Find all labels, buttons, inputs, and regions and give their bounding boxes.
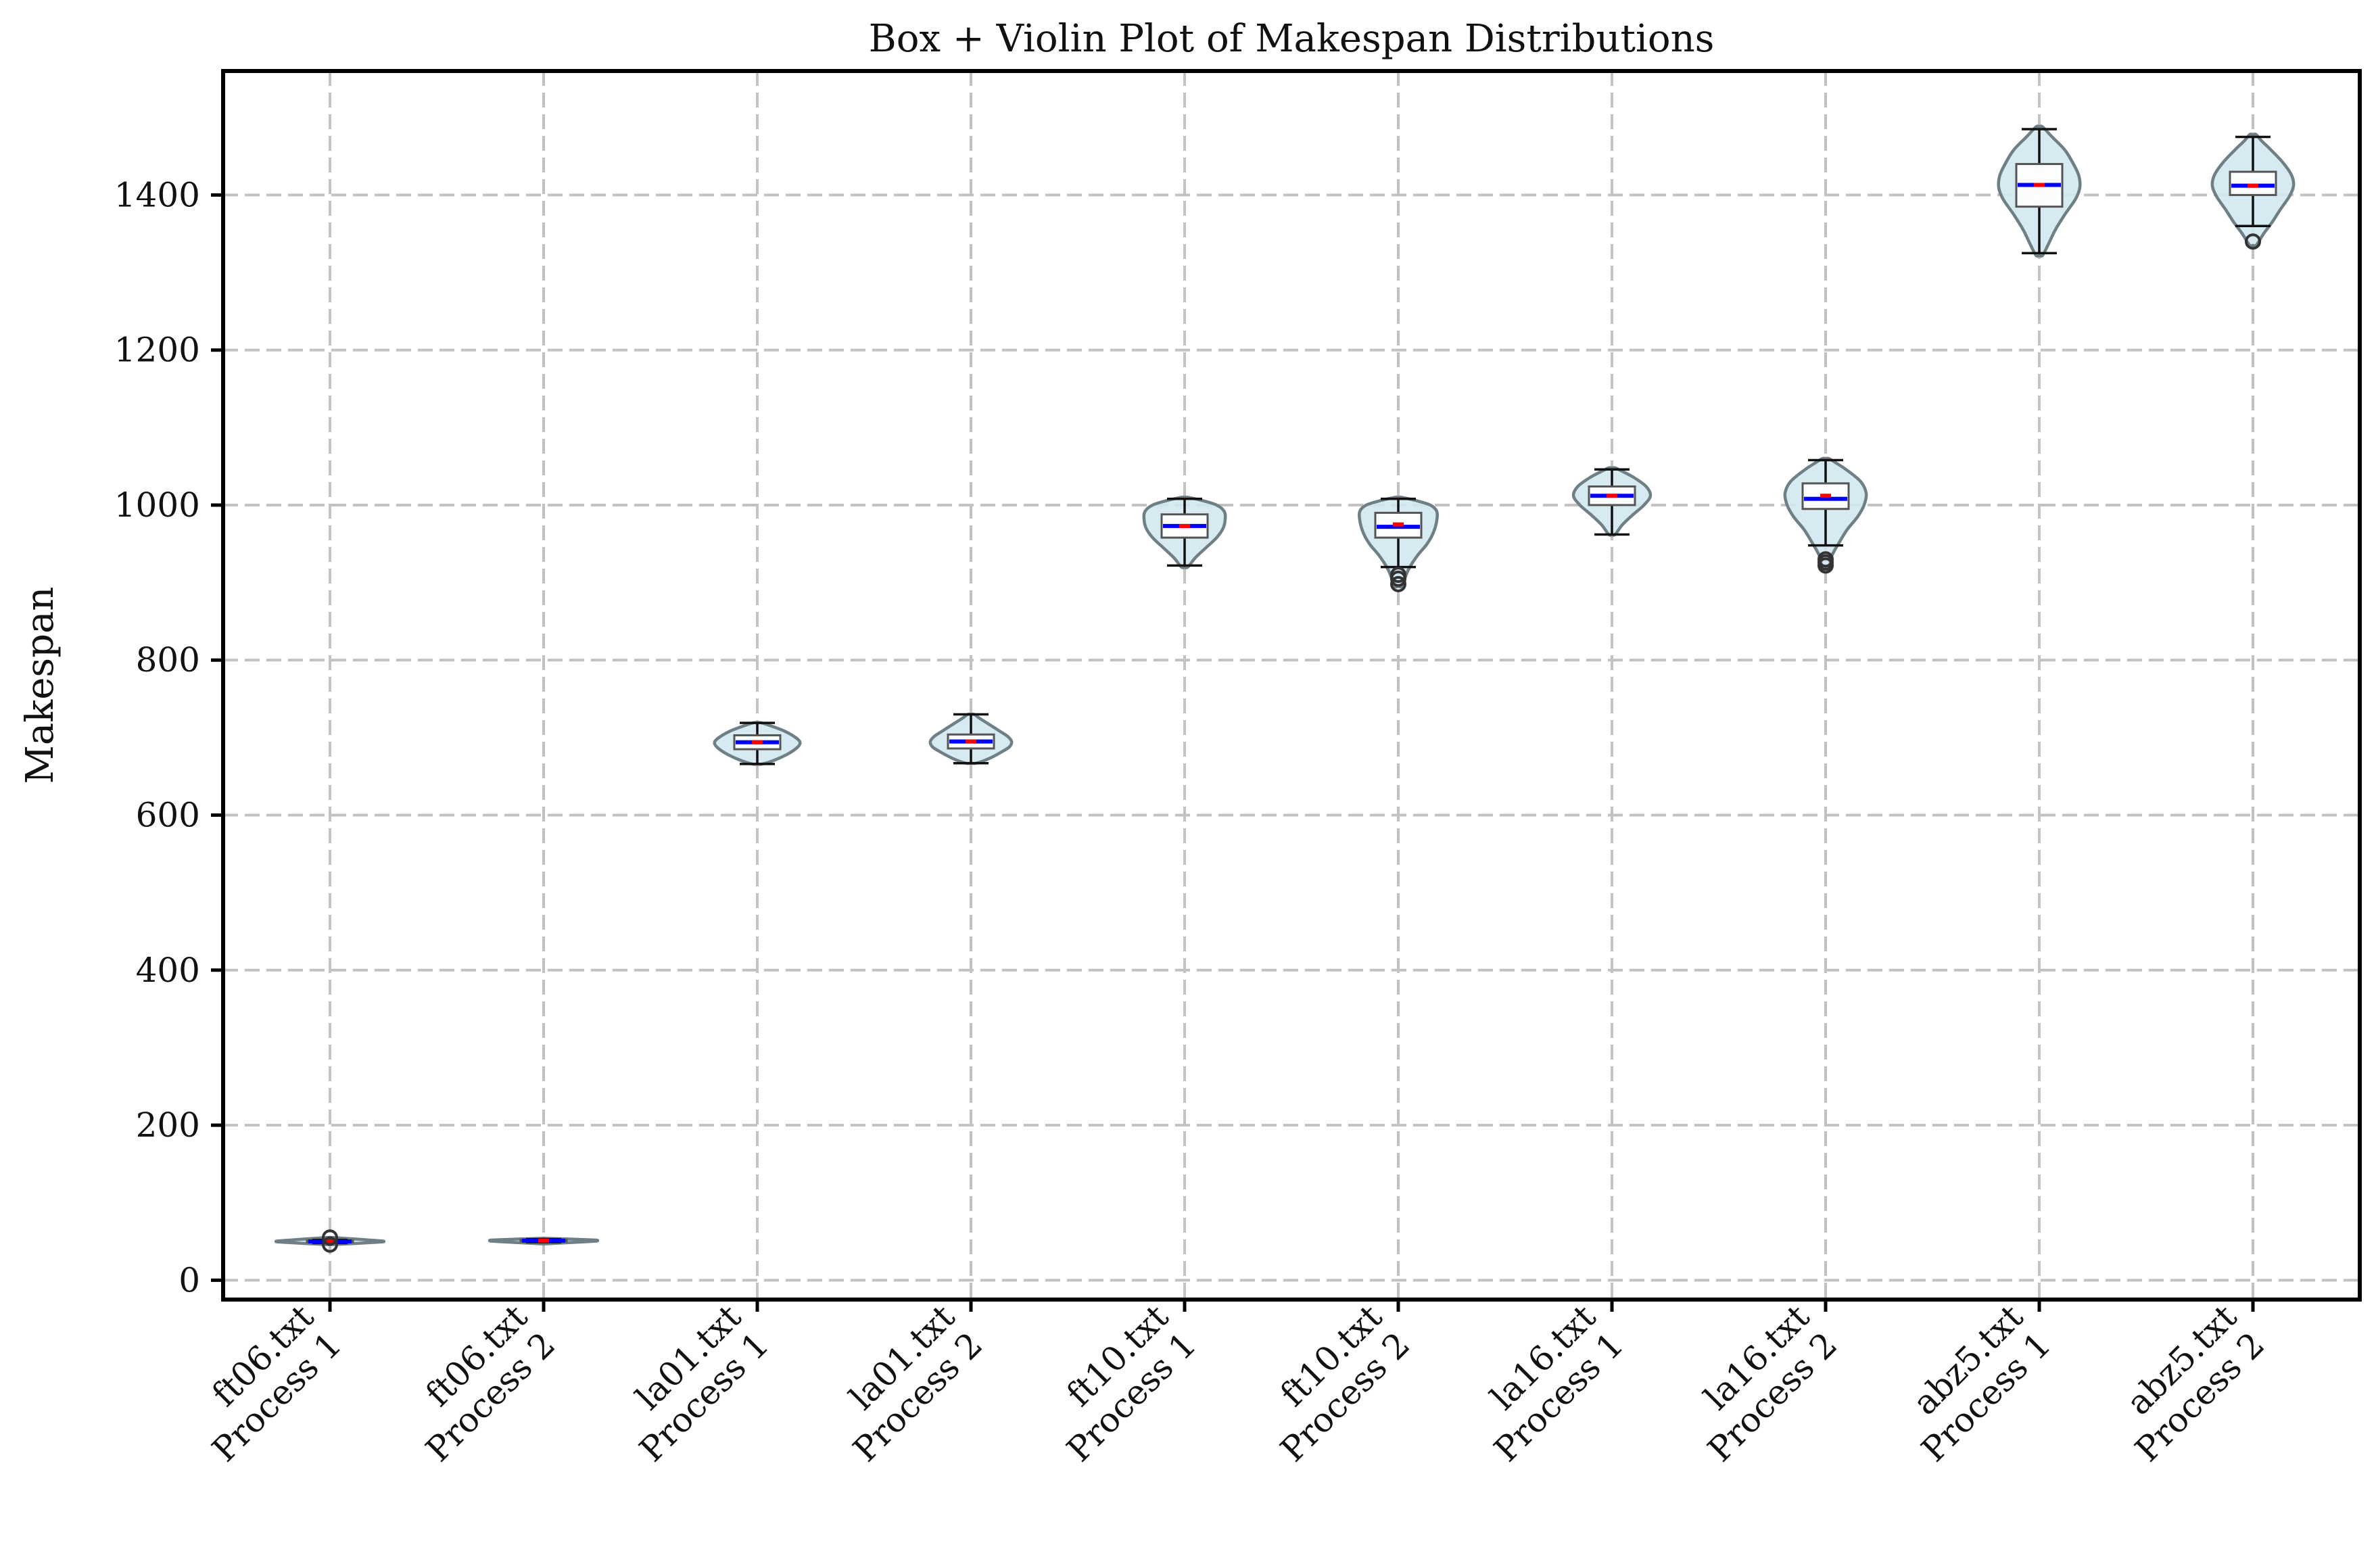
chart-title: Box + Violin Plot of Makespan Distributi…: [869, 17, 1715, 61]
outlier-point: [1390, 575, 1406, 592]
y-tick-label: 0: [179, 1260, 200, 1300]
box-iqr: [2229, 170, 2277, 196]
outlier-point: [1817, 551, 1834, 568]
outlier-point: [1390, 567, 1406, 584]
y-tick-label: 1400: [114, 175, 200, 214]
y-tick-label: 600: [136, 796, 200, 835]
y-tick-label: 800: [136, 640, 200, 680]
violin-layer: [274, 124, 2296, 1247]
y-axis-title: Makespan: [18, 587, 62, 784]
y-tick-label: 1200: [114, 331, 200, 370]
outlier-point: [322, 1236, 338, 1253]
grid-layer: [223, 71, 2360, 1300]
outlier-point: [2245, 233, 2261, 250]
box-layer: [306, 128, 2277, 1253]
y-tick-label: 400: [136, 951, 200, 990]
outlier-point: [322, 1229, 338, 1246]
box-iqr: [1801, 482, 1850, 510]
plot-frame: [221, 69, 2362, 1302]
y-tick-label: 1000: [114, 485, 200, 525]
axis-layer: 0 200 400 600 800 1000 1200 1400 ft06.txtProcess…: [114, 175, 2273, 1469]
y-tick-label: 200: [136, 1106, 200, 1145]
